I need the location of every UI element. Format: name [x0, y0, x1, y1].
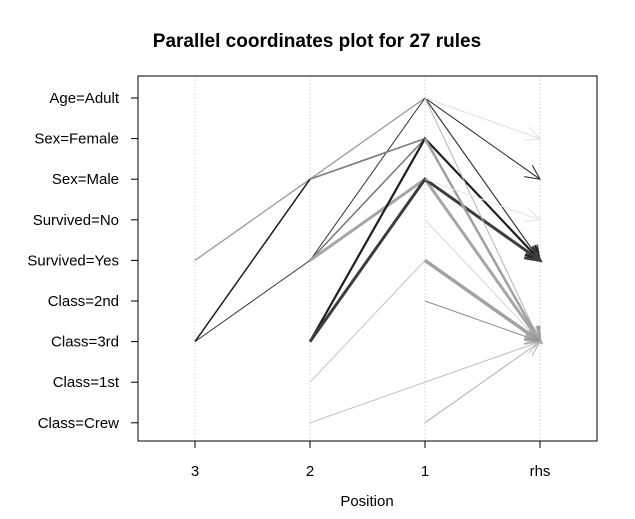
x-tick-label: 1 [421, 463, 429, 480]
rule-arrowhead [523, 245, 543, 263]
rule-13 [423, 137, 542, 345]
x-tick-label: 2 [306, 463, 314, 480]
rule-18 [424, 97, 542, 141]
y-tick-label: Class=2nd [48, 293, 119, 310]
rule-17 [424, 340, 541, 424]
y-tick-label: Sex=Male [52, 171, 119, 188]
rule-line [424, 97, 541, 140]
rule-line [194, 97, 541, 343]
rule-line [424, 178, 541, 221]
y-tick-label: Survived=No [33, 212, 119, 229]
rule-line [309, 341, 541, 424]
chart-title: Parallel coordinates plot for 27 rules [153, 31, 481, 52]
rule-line [424, 300, 541, 343]
y-tick-label: Class=Crew [38, 415, 119, 432]
rule-arrowhead [524, 208, 542, 223]
x-axis: 3 2 1 rhs [191, 441, 551, 480]
rule-line [424, 97, 541, 342]
rule-line [423, 137, 542, 343]
x-tick-label: 3 [191, 463, 199, 480]
y-tick-label: Age=Adult [49, 90, 119, 107]
y-tick-label: Sex=Female [34, 131, 119, 148]
rule-11 [424, 97, 541, 180]
rule-line [424, 219, 541, 342]
rule-line [423, 258, 542, 344]
rule-line [424, 341, 541, 424]
rule-arrowhead [524, 126, 542, 141]
rule-arrowhead [524, 164, 541, 180]
rule-12 [424, 97, 541, 343]
y-tick-label: Class=3rd [51, 334, 119, 351]
x-tick-label: rhs [530, 463, 551, 480]
rule-line [424, 97, 541, 180]
rule-lines [194, 97, 544, 424]
y-tick-label: Survived=Yes [27, 252, 119, 269]
x-axis-title: Position [340, 493, 393, 510]
plot-frame [137, 75, 598, 442]
y-axis: Age=Adult Sex=Female Sex=Male Survived=No Su… [27, 90, 138, 432]
y-tick-label: Class=1st [53, 374, 120, 391]
rule-15 [423, 258, 544, 344]
rule-arrowhead [524, 340, 541, 356]
rule-19 [424, 178, 542, 223]
rule-16 [424, 300, 542, 344]
